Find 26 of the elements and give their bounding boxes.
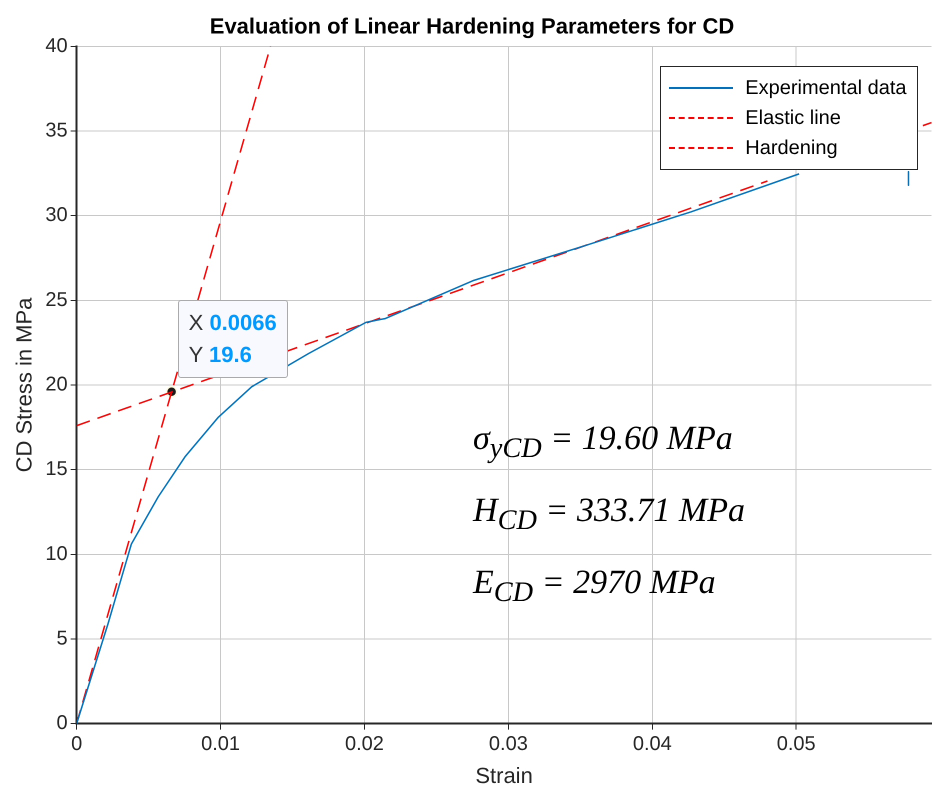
y-tick-label: 5 (56, 627, 68, 650)
annotation: X 0.0066 (188, 310, 277, 335)
x-tick-label: 0.03 (488, 733, 528, 756)
x-tick-label: 0.04 (632, 733, 672, 756)
annotation: H$_{CD}$ = 333.71 MPa (473, 492, 745, 537)
x-tick-label: 0.01 (201, 733, 240, 756)
y-tick-label: 30 (45, 204, 68, 226)
y-tick-label: 0 (56, 712, 68, 734)
y-tick-label: 20 (45, 374, 68, 396)
annotation: σ$_{y}$$_{CD}$ = 19.60 MPa (473, 420, 733, 465)
y-tick-label: 10 (45, 542, 68, 565)
legend-label: Hardening (745, 136, 838, 160)
y-tick-label: 15 (45, 458, 68, 480)
annotation: E$_{CD}$ = 2970 MPa (473, 564, 716, 609)
annotation: Y 19.6 (188, 342, 252, 367)
x-tick-label: 0.05 (776, 733, 816, 756)
legend-label: Elastic line (745, 106, 841, 130)
y-tick-label: 40 (45, 34, 68, 57)
y-tick-label: 35 (45, 120, 68, 142)
y-axis-title: CD Stress in MPa (11, 296, 36, 472)
chart-title: Evaluation of Linear Hardening Parameters for CD (210, 13, 734, 38)
x-tick-label: 0.02 (345, 733, 384, 756)
x-axis-title: Strain (475, 762, 533, 788)
x-tick-label: 0 (71, 733, 82, 756)
y-tick-label: 25 (45, 288, 68, 311)
legend-label: Experimental data (745, 76, 906, 100)
